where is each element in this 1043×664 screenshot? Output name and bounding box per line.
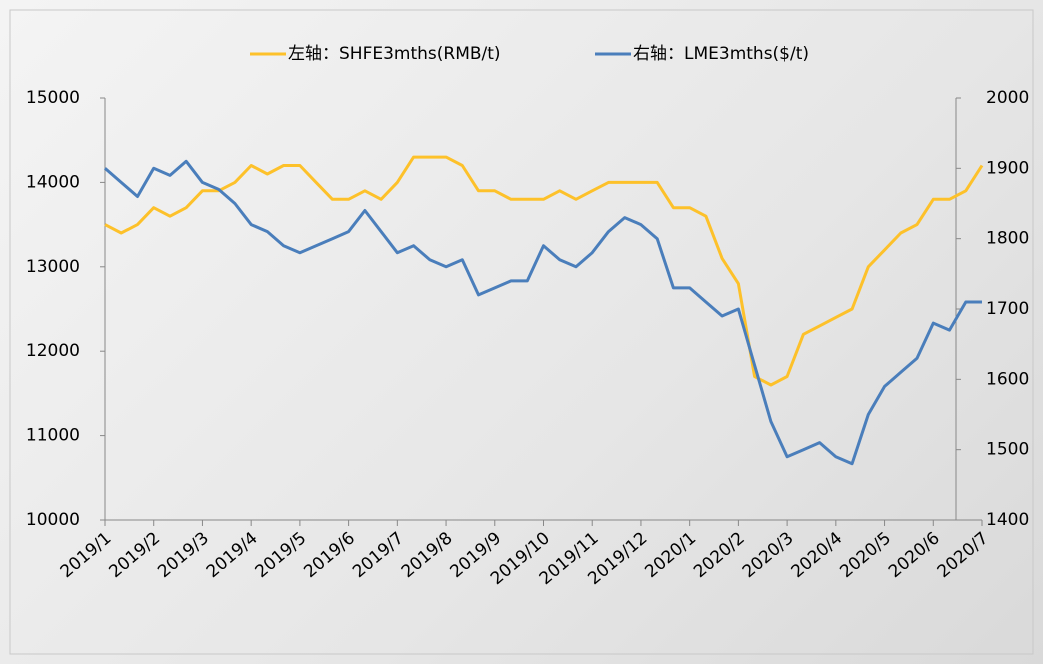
x-tick-label: 2020/2 xyxy=(690,528,749,582)
y2-tick-label: 1500 xyxy=(986,440,1029,460)
x-tick-label: 2019/2 xyxy=(105,528,164,582)
x-tick-label: 2020/7 xyxy=(934,528,993,582)
x-tick-label: 2020/1 xyxy=(641,528,700,582)
y-tick-label: 15000 xyxy=(26,88,80,108)
y-tick-label: 13000 xyxy=(26,257,80,277)
y2-tick-label: 1400 xyxy=(986,510,1029,530)
x-tick-label: 2020/4 xyxy=(788,528,847,582)
series-line xyxy=(104,159,982,466)
x-tick-label: 2020/5 xyxy=(836,528,895,582)
x-tick-label: 2019/5 xyxy=(252,528,311,582)
x-tick-label: 2020/3 xyxy=(739,528,798,582)
x-tick-label: 2020/6 xyxy=(885,528,944,582)
y2-tick-label: 2000 xyxy=(986,88,1029,108)
x-tick-label: 2019/4 xyxy=(203,528,262,582)
legend-label: 左轴：SHFE3mths(RMB/t) xyxy=(288,44,501,64)
legend-label: 右轴：LME3mths($/t) xyxy=(633,44,809,64)
x-tick-label: 2019/7 xyxy=(349,528,408,582)
x-tick-label: 2019/3 xyxy=(154,528,213,582)
x-tick-label: 2019/1 xyxy=(57,528,116,582)
series-line xyxy=(104,155,984,387)
y-tick-label: 14000 xyxy=(26,172,80,192)
y2-tick-label: 1800 xyxy=(986,229,1029,249)
y-tick-label: 10000 xyxy=(26,510,80,530)
x-tick-label: 2019/8 xyxy=(398,528,457,582)
y2-tick-label: 1600 xyxy=(986,369,1029,389)
y-tick-label: 11000 xyxy=(26,426,80,446)
x-tick-label: 2019/6 xyxy=(300,528,359,582)
y2-tick-label: 1700 xyxy=(986,299,1029,319)
y-tick-label: 12000 xyxy=(26,341,80,361)
y2-tick-label: 1900 xyxy=(986,158,1029,178)
frame xyxy=(9,9,1034,655)
